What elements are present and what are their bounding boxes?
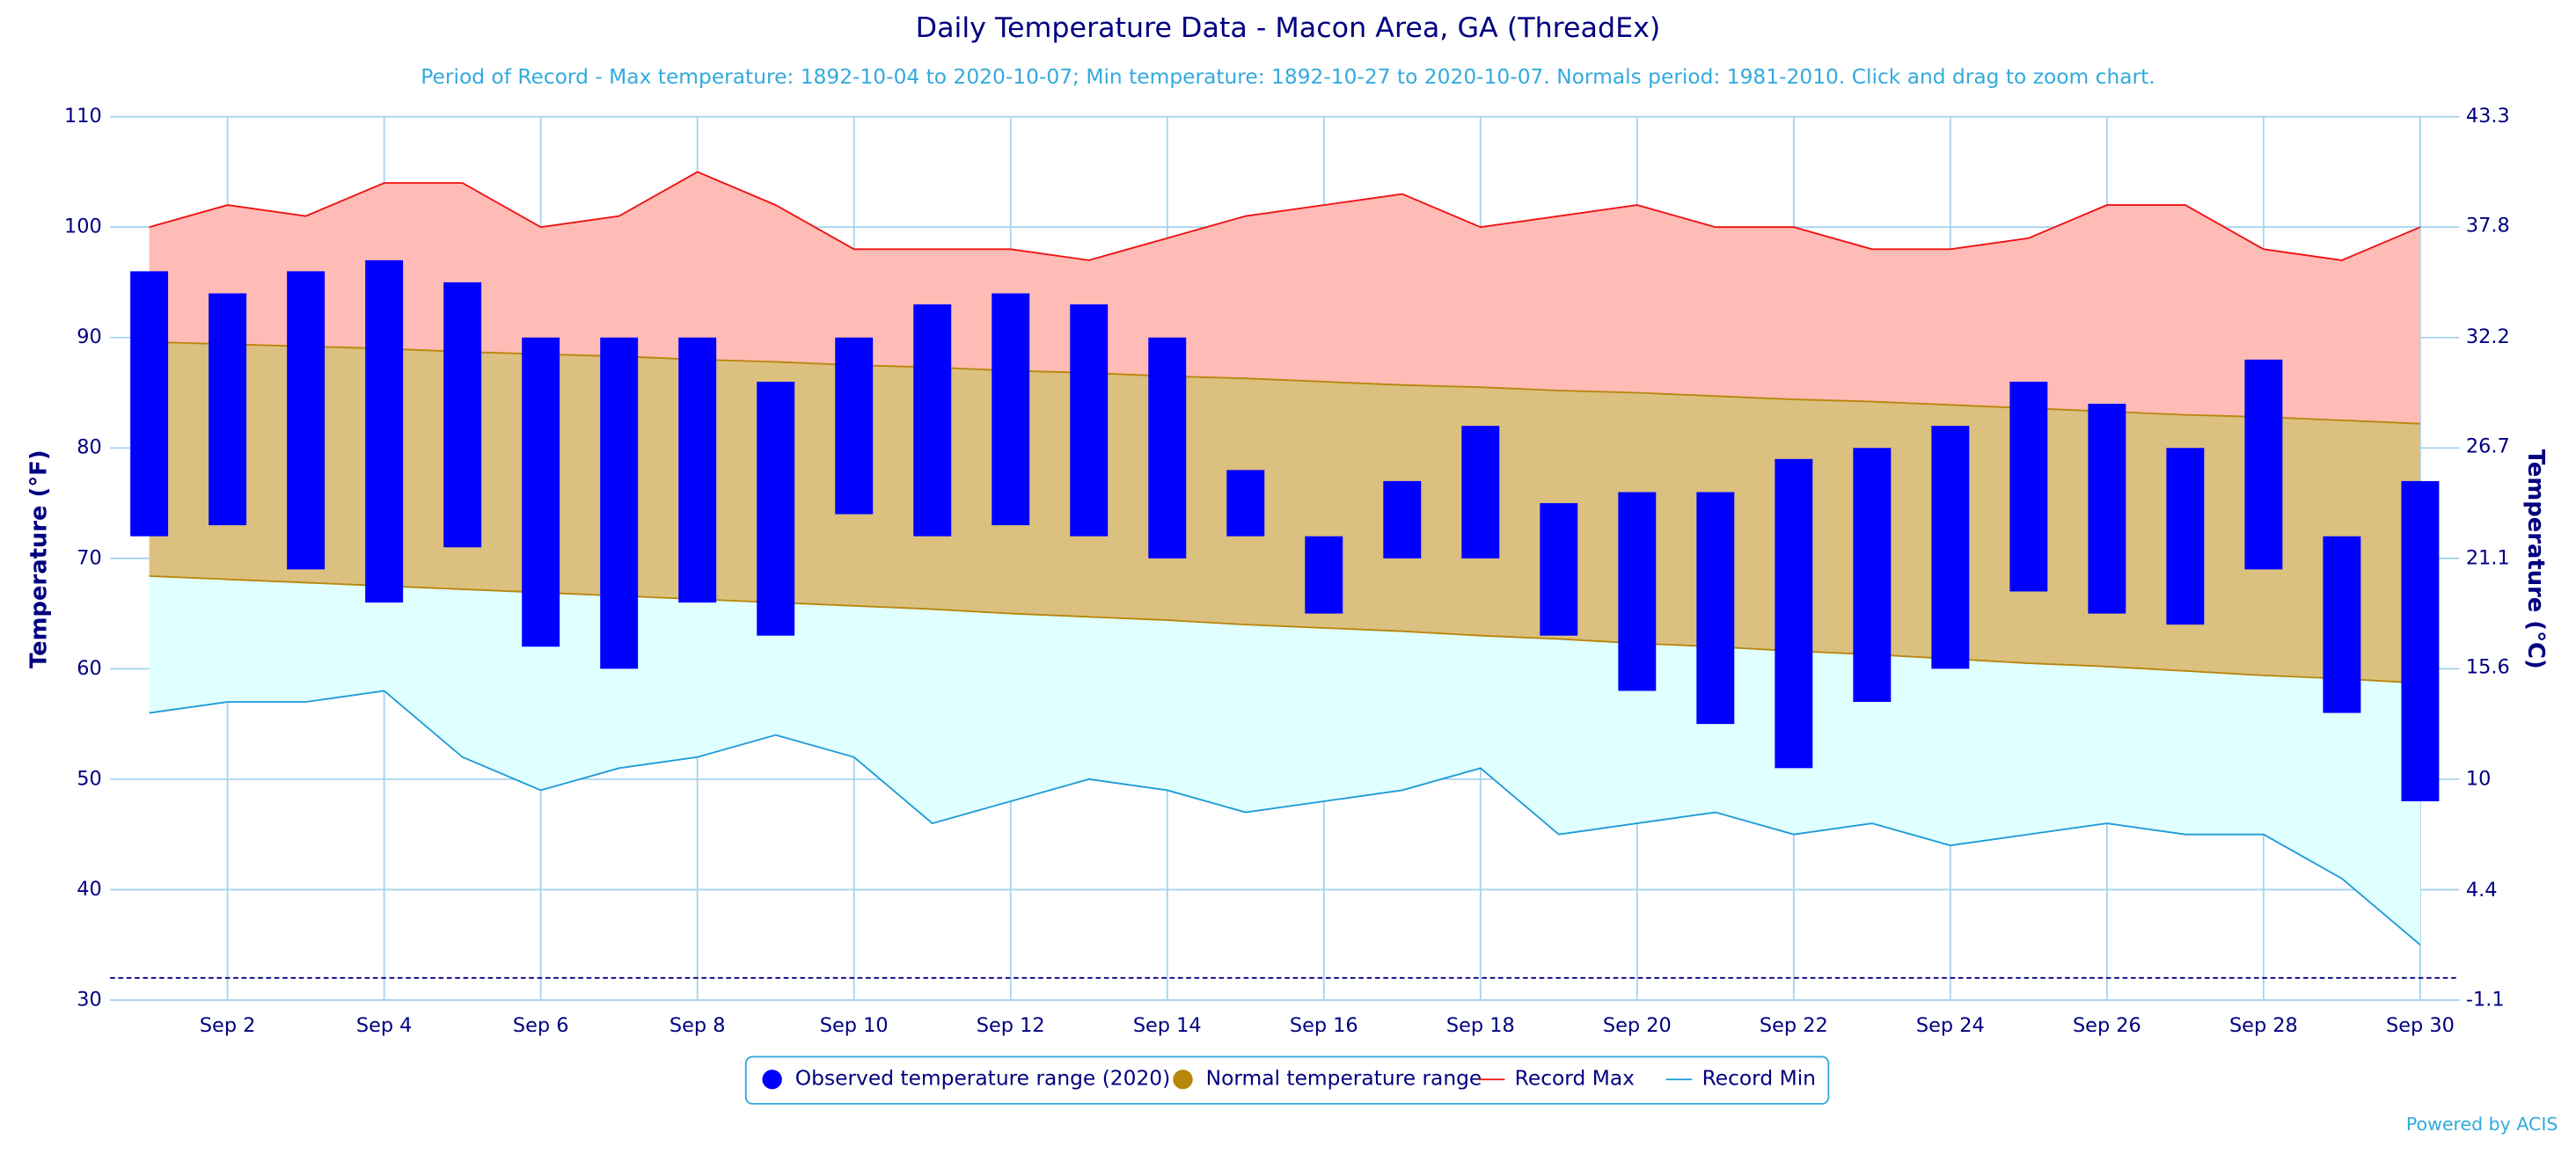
legend-label: Observed temperature range (2020) (795, 1067, 1170, 1091)
y-tick-label: 30 (77, 989, 101, 1012)
bar (1461, 426, 1500, 559)
bar (130, 271, 169, 537)
bar (2323, 536, 2361, 713)
legend-label: Record Min (1702, 1067, 1816, 1091)
legend-box (744, 1055, 1830, 1105)
bar (1618, 492, 1657, 691)
record-max-line (149, 171, 2421, 261)
x-tick-label: Sep 10 (820, 1014, 889, 1037)
bar (1383, 480, 1422, 559)
x-tick-label: Sep 6 (513, 1014, 569, 1037)
y-tick-label: 90 (77, 325, 101, 348)
legend-label: Normal temperature range (1206, 1067, 1482, 1091)
bar (1070, 304, 1109, 537)
bar (1696, 492, 1735, 725)
bar (757, 381, 795, 636)
bar (1853, 448, 1892, 703)
y2-tick-label: 4.4 (2466, 879, 2498, 902)
y-tick-label: 40 (77, 878, 101, 901)
x-tick-label: Sep 4 (356, 1014, 413, 1037)
y2-tick-label: 43.3 (2466, 105, 2510, 128)
bar (2244, 359, 2283, 570)
normal-area (149, 341, 2420, 683)
bar (365, 259, 404, 603)
x-tick-label: Sep 22 (1760, 1014, 1828, 1037)
y2-tick-label: 10 (2466, 767, 2492, 790)
x-tick-label: Sep 26 (2073, 1014, 2141, 1037)
y-tick-label: 110 (64, 105, 102, 128)
y-tick-label: 60 (77, 657, 101, 680)
y2-tick-label: 26.7 (2466, 435, 2510, 458)
x-tick-label: Sep 14 (1133, 1014, 1202, 1037)
y-axis-label: Temperature (°F) (26, 449, 52, 668)
bar (600, 337, 639, 669)
y2-tick-label: 37.8 (2466, 215, 2510, 237)
bar (2009, 381, 2048, 592)
bar (678, 337, 717, 603)
bar (2088, 404, 2126, 614)
bar (992, 293, 1030, 526)
y-tick-label: 70 (77, 546, 101, 569)
bar (1305, 536, 1343, 614)
x-tick-label: Sep 16 (1290, 1014, 1358, 1037)
bar (1775, 458, 1813, 769)
x-tick-label: Sep 18 (1446, 1014, 1515, 1037)
y-tick-label: 50 (77, 767, 101, 790)
record-min-area (149, 575, 2420, 946)
y2-tick-label: -1.1 (2466, 989, 2505, 1012)
x-tick-label: Sep 28 (2229, 1014, 2298, 1037)
x-tick-label: Sep 30 (2386, 1014, 2455, 1037)
x-tick-label: Sep 12 (977, 1014, 1045, 1037)
y-tick-label: 100 (64, 215, 102, 238)
bar (1931, 426, 1970, 669)
bar (2401, 480, 2440, 801)
record-max-area (149, 172, 2420, 424)
bar (443, 281, 482, 548)
legend-label: Record Max (1515, 1067, 1635, 1091)
chart-subtitle: Period of Record - Max temperature: 1892… (421, 65, 2155, 89)
footer: Powered by ACIS (2406, 1114, 2558, 1135)
chart-title: Daily Temperature Data - Macon Area, GA … (916, 12, 1661, 44)
y2-axis-label: Temperature (°C) (2522, 449, 2549, 669)
bar (209, 293, 247, 526)
legend-symbol (762, 1070, 782, 1090)
x-tick-label: Sep 2 (200, 1014, 256, 1037)
bar (522, 337, 560, 647)
record-min-line (149, 690, 2421, 946)
bar (1148, 337, 1187, 559)
bar (835, 337, 874, 515)
legend-symbol (1173, 1070, 1193, 1090)
bar (1540, 503, 1578, 636)
x-tick-label: Sep 24 (1916, 1014, 1985, 1037)
bar (913, 304, 952, 537)
y2-tick-label: 32.2 (2466, 325, 2510, 348)
bar (1226, 470, 1265, 537)
y2-tick-label: 21.1 (2466, 546, 2510, 569)
x-tick-label: Sep 20 (1603, 1014, 1672, 1037)
y-tick-label: 80 (77, 436, 101, 459)
bar (287, 271, 326, 570)
x-tick-label: Sep 8 (670, 1014, 726, 1037)
bar (2166, 448, 2205, 625)
y2-tick-label: 15.6 (2466, 656, 2510, 679)
